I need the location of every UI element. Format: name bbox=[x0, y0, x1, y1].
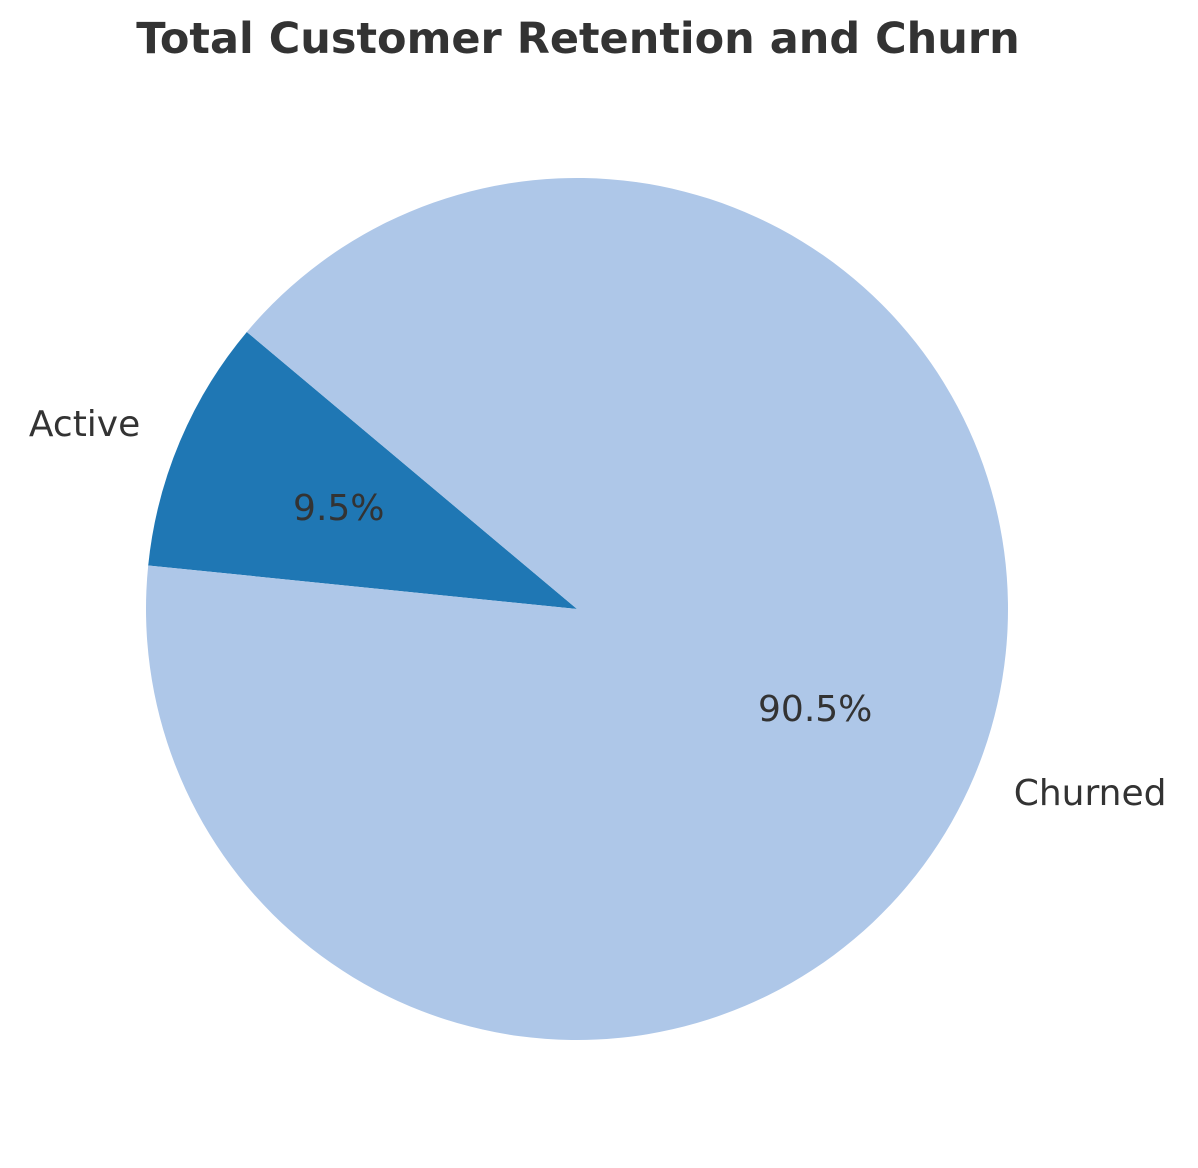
chart-title: Total Customer Retention and Churn bbox=[136, 14, 1020, 64]
slice-label-churned: Churned bbox=[1014, 773, 1167, 814]
pct-label-churned: 90.5% bbox=[758, 689, 872, 730]
pie-slice-churned bbox=[145, 177, 1009, 1040]
slice-label-active: Active bbox=[29, 404, 140, 445]
labels-layer: 9.5% Active 90.5% Churned bbox=[29, 404, 1167, 814]
slices-layer bbox=[145, 177, 1009, 1040]
pct-label-active: 9.5% bbox=[293, 488, 384, 529]
pie-slice-active bbox=[148, 331, 577, 609]
